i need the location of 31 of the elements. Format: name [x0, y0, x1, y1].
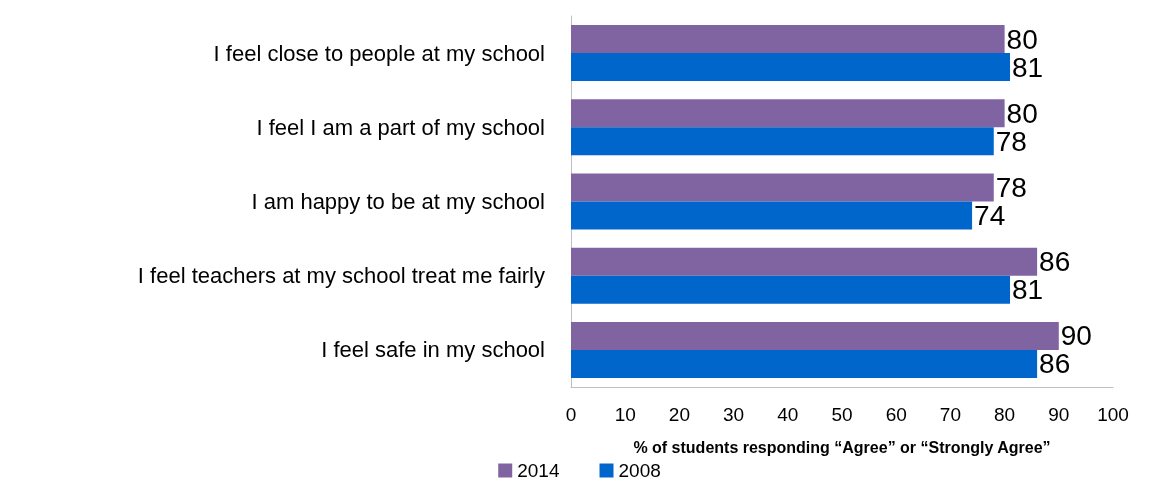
x-axis-title: % of students responding “Agree” or “Strongly Agree” [633, 438, 1051, 456]
bar [571, 99, 1005, 128]
data-label: 78 [995, 172, 1027, 203]
x-tick-label: 70 [939, 404, 961, 425]
x-tick-label: 60 [885, 404, 907, 425]
x-tick-label: 80 [994, 404, 1016, 425]
x-tick-label: 90 [1048, 404, 1070, 425]
legend-label: 2008 [618, 460, 661, 481]
x-tick-label: 10 [614, 404, 636, 425]
legend-label: 2014 [517, 460, 560, 481]
bar [571, 25, 1005, 54]
bar [571, 349, 1038, 378]
data-label: 74 [974, 200, 1006, 231]
x-tick-label: 40 [777, 404, 799, 425]
y-tick-label: I feel safe in my school [321, 337, 545, 363]
y-tick-label: I am happy to be at my school [251, 189, 545, 214]
y-tick-label: I feel teachers at my school treat me fairly [137, 263, 545, 289]
bar [571, 173, 994, 202]
x-tick-label: 20 [668, 404, 690, 425]
x-tick-label: 100 [1097, 404, 1129, 425]
x-tick-label: 50 [831, 404, 853, 425]
x-tick-label: 30 [723, 404, 745, 425]
bar [571, 247, 1038, 276]
y-tick-label: I feel close to people at my school [213, 40, 545, 66]
bar [571, 201, 973, 230]
bar [571, 53, 1011, 82]
x-tick-label: 0 [565, 404, 577, 425]
bar [571, 127, 994, 156]
bar [571, 321, 1059, 350]
y-tick-label: I feel I am a part of my school [256, 114, 545, 140]
bar [571, 275, 1011, 304]
